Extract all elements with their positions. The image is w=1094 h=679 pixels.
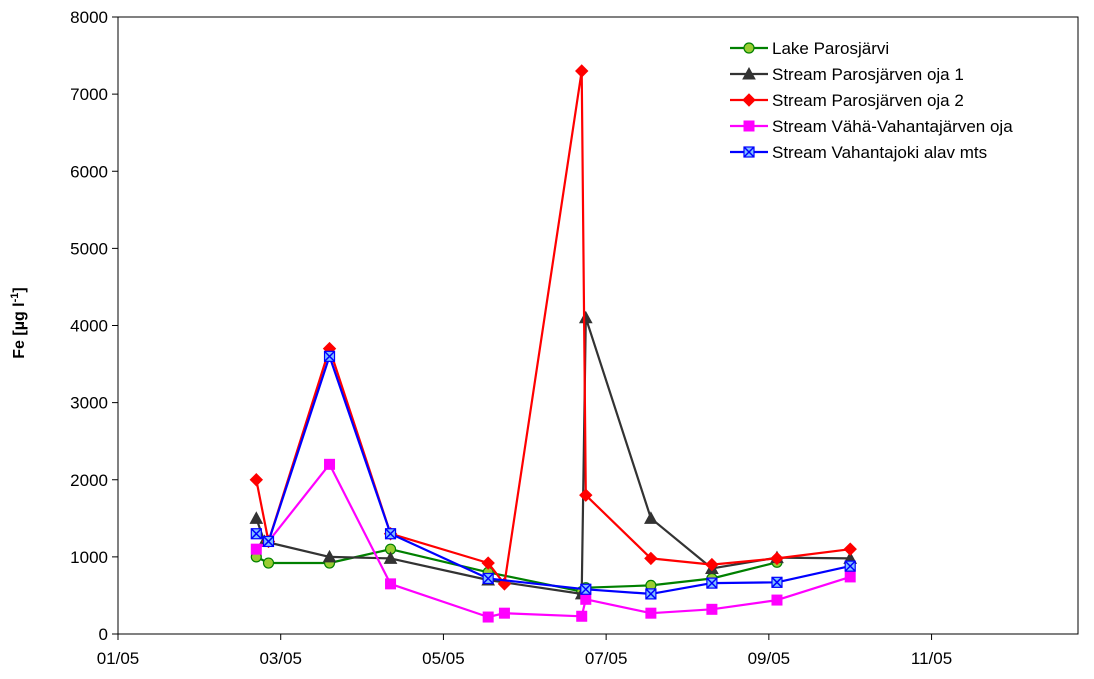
y-tick-label: 4000 <box>70 317 108 336</box>
x-tick-label: 07/05 <box>585 649 628 668</box>
data-point <box>262 535 275 548</box>
legend-label: Stream Vahantajoki alav mts <box>772 143 987 162</box>
data-point <box>644 551 658 566</box>
data-point <box>249 473 264 487</box>
data-point <box>250 528 262 540</box>
data-point <box>742 66 756 80</box>
data-point <box>644 511 658 524</box>
series-1 <box>250 543 783 598</box>
series-4 <box>250 458 856 623</box>
data-point <box>743 42 755 54</box>
data-point <box>705 557 719 572</box>
y-tick-label: 2000 <box>70 471 108 490</box>
chart-series <box>249 64 858 623</box>
y-tick-label: 8000 <box>70 8 108 27</box>
chart-axes: 0 1000 2000 3000 4000 5000 6000 7000 8000 01/05 03… <box>70 8 1079 668</box>
series-line <box>255 355 851 596</box>
data-point <box>383 551 398 564</box>
legend-entry: Stream Vahantajoki alav mts <box>730 143 987 162</box>
data-point <box>843 542 857 556</box>
data-point <box>249 511 264 524</box>
y-tick-label: 0 <box>99 625 108 644</box>
y-tick-label: 5000 <box>70 239 108 258</box>
data-point <box>743 146 755 158</box>
legend-entry: Stream Parosjärven oja 2 <box>730 91 964 110</box>
series-2 <box>249 310 858 600</box>
series-line <box>255 69 851 586</box>
data-point <box>498 607 510 619</box>
data-point <box>580 593 592 605</box>
data-point <box>482 572 494 585</box>
data-point <box>844 560 856 572</box>
data-point <box>575 64 589 78</box>
data-point <box>771 576 783 588</box>
data-point <box>323 350 336 362</box>
data-point <box>384 528 397 540</box>
data-point <box>844 571 856 583</box>
data-point <box>706 577 718 589</box>
legend-entry: Lake Parosjärvi <box>730 39 889 58</box>
x-tick-label: 05/05 <box>422 649 465 668</box>
x-tick-label: 03/05 <box>259 649 302 668</box>
legend-label: Stream Parosjärven oja 2 <box>772 91 964 110</box>
series-line <box>255 548 778 593</box>
data-point <box>770 551 784 566</box>
series-3 <box>249 64 857 591</box>
legend-label: Stream Parosjärven oja 1 <box>772 65 964 84</box>
data-point <box>771 594 783 606</box>
data-point <box>324 458 336 470</box>
data-point <box>645 588 657 600</box>
series-line <box>255 316 851 596</box>
data-point <box>250 543 262 555</box>
chart-legend: Lake Parosjärvi Stream Parosjärven oja 1 S… <box>730 39 1013 162</box>
y-tick-label: 1000 <box>70 548 108 567</box>
y-axis-label: Fe [µg l-1] <box>9 287 28 358</box>
data-point <box>481 556 495 570</box>
data-point <box>578 310 593 324</box>
x-tick-label: 01/05 <box>97 649 140 668</box>
y-tick-label: 3000 <box>70 394 108 413</box>
series-5 <box>250 350 856 600</box>
data-point <box>706 603 718 615</box>
y-tick-label: 6000 <box>70 162 108 181</box>
data-point <box>322 549 337 563</box>
data-point <box>580 583 592 595</box>
legend-label: Lake Parosjärvi <box>772 39 889 58</box>
data-point <box>262 557 275 569</box>
legend-entry: Stream Vähä-Vahantajärven oja <box>730 117 1013 136</box>
x-tick-label: 11/05 <box>911 649 952 668</box>
y-tick-label: 7000 <box>70 85 108 104</box>
data-point <box>579 488 593 502</box>
data-point <box>645 607 657 619</box>
data-point <box>742 93 756 107</box>
legend-entry: Stream Parosjärven oja 1 <box>730 65 964 84</box>
data-point <box>743 120 755 132</box>
data-point <box>482 611 494 623</box>
data-point <box>576 610 588 622</box>
data-point <box>385 578 397 590</box>
series-line <box>255 463 851 619</box>
legend-label: Stream Vähä-Vahantajärven oja <box>772 117 1013 136</box>
x-tick-label: 09/05 <box>748 649 791 668</box>
